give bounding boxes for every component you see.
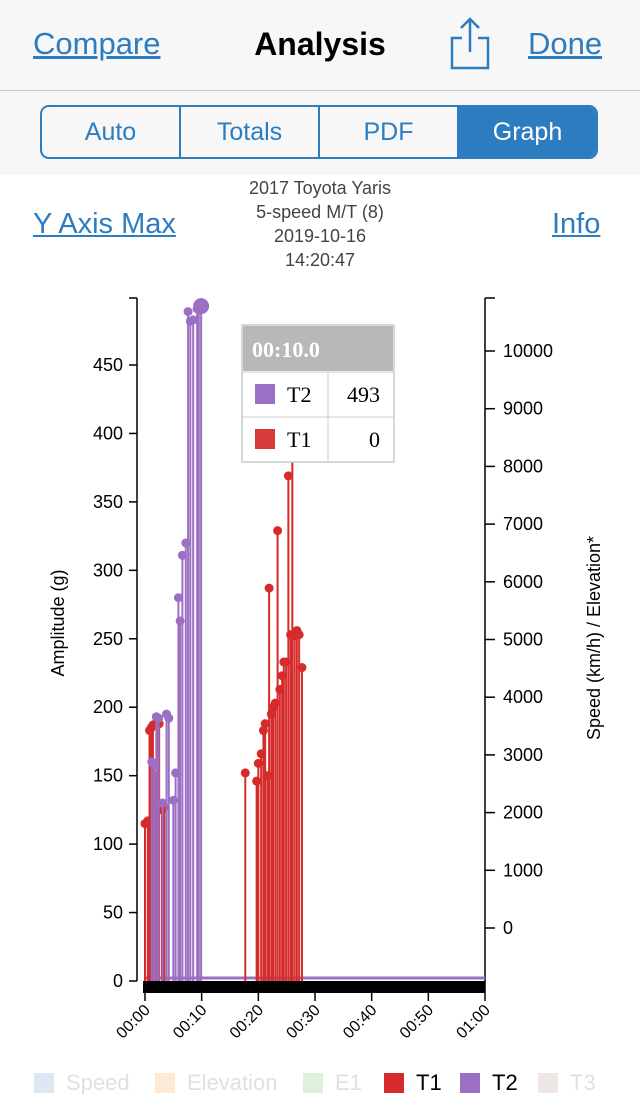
tooltip-label: T2 (287, 382, 311, 407)
legend-item-t1[interactable]: T1 (384, 1068, 442, 1098)
series-t1-point (297, 663, 307, 673)
series-t1-point (294, 630, 304, 640)
legend-label: T3 (570, 1070, 596, 1095)
tooltip-label: T1 (287, 427, 311, 452)
legend-item-elevation[interactable]: Elevation (155, 1068, 278, 1098)
y-tick-label: 100 (93, 834, 123, 854)
legend-swatch (384, 1073, 404, 1093)
y2-tick-label: 4000 (503, 687, 543, 707)
x-tick-label: 00:30 (283, 1002, 323, 1042)
legend-swatch (303, 1073, 323, 1093)
compare-button[interactable]: Compare (33, 26, 161, 61)
y-tick-label: 350 (93, 492, 123, 512)
session-time: 14:20:47 (284, 250, 356, 270)
tab-auto[interactable]: Auto (84, 117, 137, 146)
y-tick-label: 200 (93, 697, 123, 717)
legend-label: E1 (335, 1070, 362, 1095)
chart-legend: Speed Elevation E1 T1 T2 T3 (0, 1068, 640, 1098)
y-axis-max-button[interactable]: Y Axis Max (33, 208, 176, 240)
y-tick-label: 400 (93, 423, 123, 443)
x-tick-label: 00:50 (397, 1002, 437, 1042)
y2-tick-label: 1000 (503, 860, 543, 880)
legend-item-t2[interactable]: T2 (460, 1068, 518, 1098)
vehicle-transmission: 5-speed M/T (8) (256, 202, 384, 222)
legend-label: Elevation (187, 1070, 278, 1095)
y2-tick-label: 7000 (503, 514, 543, 534)
info-button[interactable]: Info (552, 208, 601, 240)
legend-swatch (538, 1073, 558, 1093)
legend-swatch (34, 1073, 54, 1093)
y-tick-label: 250 (93, 629, 123, 649)
y2-tick-label: 10000 (503, 341, 553, 361)
session-date: 2019-10-16 (273, 226, 367, 246)
y2-axis-title: Speed (km/h) / Elevation* (584, 536, 604, 740)
y2-tick-label: 3000 (503, 745, 543, 765)
legend-swatch (155, 1073, 175, 1093)
amplitude-chart[interactable]: 0 50 100 150 200 250 300 350 400 450 0 1000 2000 3000… (0, 280, 640, 1065)
x-tick-label: 00:20 (227, 1002, 267, 1042)
series-t1-point (252, 776, 262, 786)
legend-item-t3[interactable]: T3 (538, 1068, 596, 1098)
series-t1-point (240, 768, 250, 778)
tab-graph[interactable]: Graph (457, 107, 596, 157)
y-tick-label: 300 (93, 560, 123, 580)
segment-bar: Auto Totals PDF Graph (0, 91, 640, 175)
series-t2-point (188, 315, 198, 325)
series-t1-point (273, 526, 283, 536)
tooltip-header (243, 326, 393, 371)
legend-label: Speed (66, 1070, 130, 1095)
series-t1-point (283, 471, 293, 481)
tooltip-swatch (255, 429, 275, 449)
vehicle-info: 2017 Toyota Yaris 5-speed M/T (8) 2019-1… (220, 176, 420, 272)
x-tick-label: 01:00 (453, 1002, 493, 1042)
y2-tick-label: 8000 (503, 456, 543, 476)
tooltip-swatch (255, 384, 275, 404)
y-tick-label: 0 (113, 971, 123, 991)
tooltip-time: 00:10.0 (252, 337, 320, 362)
legend-label: T2 (492, 1070, 518, 1095)
series-t2-point (183, 307, 193, 317)
series-t2-point (164, 713, 174, 723)
tab-pdf[interactable]: PDF (318, 107, 457, 157)
legend-label: T1 (416, 1070, 442, 1095)
series-t2-point (177, 550, 187, 560)
done-button[interactable]: Done (528, 26, 603, 61)
x-axis-bar (143, 981, 485, 993)
vehicle-name: 2017 Toyota Yaris (248, 178, 392, 198)
y-tick-label: 150 (93, 766, 123, 786)
legend-item-e1[interactable]: E1 (303, 1068, 362, 1098)
y2-tick-label: 5000 (503, 630, 543, 650)
y-axis-title: Amplitude (g) (48, 569, 68, 676)
y2-tick-label: 0 (503, 918, 513, 938)
y2-tick-label: 2000 (503, 803, 543, 823)
x-tick-label: 00:40 (340, 1002, 380, 1042)
view-segmented-control: Auto Totals PDF Graph (40, 105, 598, 159)
y2-tick-label: 9000 (503, 399, 543, 419)
tooltip-value: 0 (369, 427, 380, 452)
y-tick-label: 50 (103, 903, 123, 923)
y2-tick-label: 6000 (503, 572, 543, 592)
x-tick-label: 00:10 (170, 1002, 210, 1042)
x-tick-label: 00:00 (113, 1002, 153, 1042)
tooltip-value: 493 (347, 382, 380, 407)
legend-item-speed[interactable]: Speed (34, 1068, 130, 1098)
share-icon[interactable] (448, 16, 492, 72)
series-t2-point (158, 798, 168, 808)
series-t1-point (264, 583, 274, 593)
series-t1-point (260, 719, 270, 729)
tab-totals[interactable]: Totals (179, 107, 318, 157)
series-t2-point (193, 298, 210, 315)
legend-swatch (460, 1073, 480, 1093)
y-tick-label: 450 (93, 355, 123, 375)
series-t2-point (154, 713, 164, 723)
nav-bar: Compare Analysis Done (0, 0, 640, 91)
series-t2-point (173, 593, 183, 603)
